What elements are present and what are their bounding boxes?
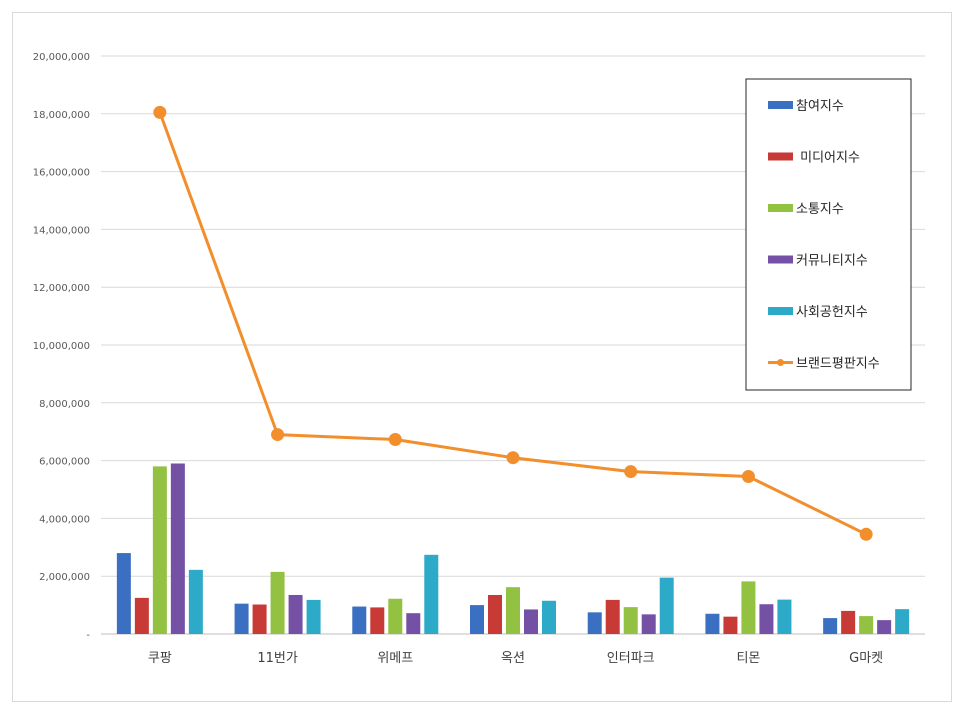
bar: [152, 466, 167, 634]
bar: [252, 604, 267, 634]
data-point: [741, 469, 755, 483]
bar: [623, 607, 638, 634]
x-tick-label: 위메프: [377, 651, 413, 666]
bar: [134, 597, 149, 634]
legend-label: 참여지수: [796, 99, 844, 114]
bar: [370, 607, 385, 634]
bar: [741, 581, 756, 634]
legend-label: 사회공헌지수: [796, 305, 868, 320]
x-tick-label: 11번가: [257, 651, 298, 666]
legend-marker: [777, 359, 784, 366]
y-tick-label: 12,000,000: [33, 283, 90, 294]
x-tick-label: 인터파크: [607, 651, 655, 666]
bar: [542, 600, 556, 634]
x-tick-label: 옥션: [501, 651, 525, 666]
bar: [188, 569, 203, 634]
bar: [587, 612, 602, 634]
data-point: [506, 451, 520, 465]
bar: [524, 609, 538, 634]
bar: [424, 554, 439, 634]
bars: [116, 463, 910, 634]
bar: [170, 463, 185, 634]
legend-swatch: [768, 101, 793, 109]
bar: [777, 599, 792, 634]
legend-label: 미디어지수: [796, 151, 860, 166]
bar: [605, 599, 620, 634]
bar: [759, 604, 774, 634]
y-tick-label: 14,000,000: [33, 225, 90, 236]
y-tick-label: 8,000,000: [39, 399, 90, 410]
y-tick-label: -: [86, 630, 90, 641]
bar: [641, 614, 656, 634]
bar: [723, 616, 738, 634]
line-series: [153, 105, 873, 541]
y-tick-label: 2,000,000: [39, 572, 90, 583]
x-tick-label: 티몬: [736, 651, 760, 666]
bar: [705, 613, 720, 634]
bar: [506, 587, 520, 634]
bar: [306, 599, 321, 634]
data-point: [388, 433, 402, 447]
bar: [488, 594, 502, 634]
legend-label: 커뮤니티지수: [796, 254, 868, 269]
bar: [352, 606, 367, 634]
bar: [406, 613, 421, 634]
legend-swatch: [768, 255, 793, 264]
legend-label: 브랜드평판지수: [796, 357, 880, 372]
data-point: [271, 428, 285, 442]
legend-label: 소통지수: [796, 202, 844, 217]
bar: [895, 609, 910, 634]
data-point: [859, 527, 873, 541]
bar: [234, 603, 249, 634]
bar: [859, 616, 874, 634]
y-tick-label: 4,000,000: [39, 514, 90, 525]
bar: [288, 594, 303, 634]
legend-swatch: [768, 204, 793, 212]
x-tick-label: G마켓: [849, 651, 883, 666]
legend-box: [745, 78, 912, 391]
data-point: [624, 465, 638, 479]
data-point: [153, 105, 167, 119]
x-axis-ticks: 쿠팡 11번가 위메프 옥션 인터파크 티몬 G마켓: [148, 651, 883, 666]
x-tick-label: 쿠팡: [148, 651, 172, 666]
bar: [270, 571, 285, 634]
y-tick-label: 6,000,000: [39, 457, 90, 468]
y-tick-label: 16,000,000: [33, 168, 90, 179]
y-tick-label: 20,000,000: [33, 52, 90, 63]
y-axis-ticks: - 2,000,000 4,000,000 6,000,000 8,000,000 10,…: [33, 52, 91, 641]
bar: [659, 577, 674, 634]
legend-swatch: [768, 307, 793, 315]
bar: [823, 618, 838, 634]
bar: [470, 605, 484, 634]
y-tick-label: 18,000,000: [33, 110, 90, 121]
legend-swatch: [768, 152, 793, 161]
bar: [877, 620, 892, 634]
bar: [116, 553, 131, 634]
y-tick-label: 10,000,000: [33, 341, 90, 352]
bar: [841, 610, 856, 634]
bar: [388, 598, 403, 634]
